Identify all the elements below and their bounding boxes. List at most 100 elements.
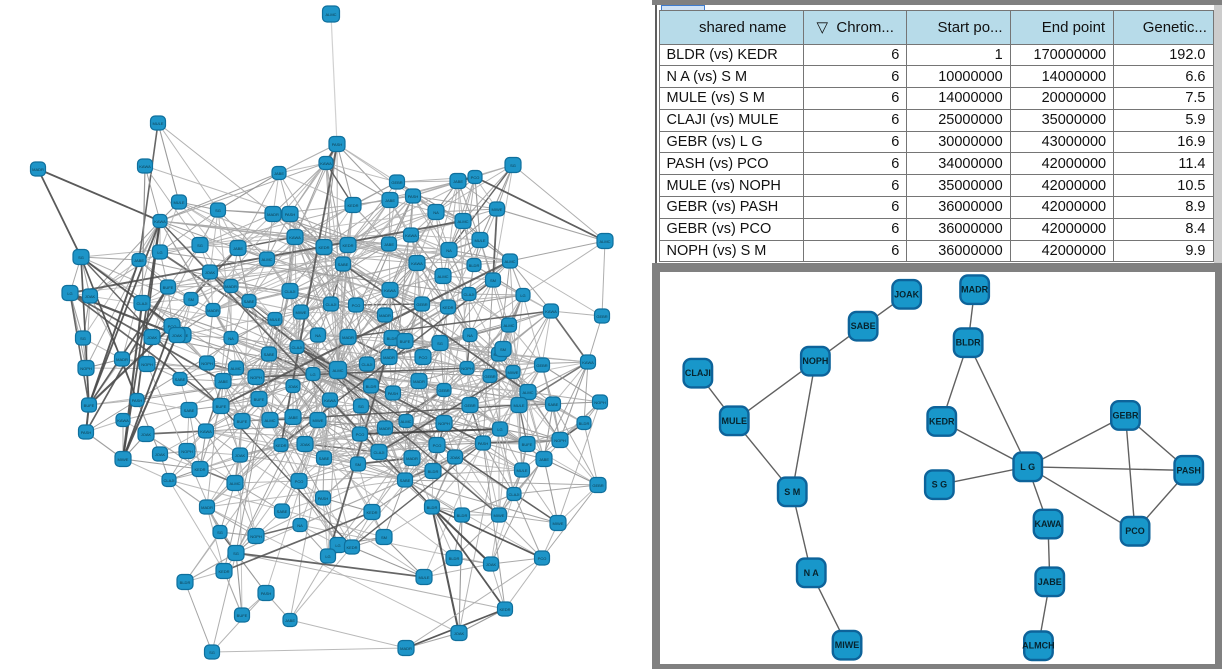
svg-text:PASH: PASH bbox=[132, 398, 143, 403]
svg-text:SM: SM bbox=[355, 462, 361, 467]
svg-text:ALMC: ALMC bbox=[264, 418, 275, 423]
svg-text:KAWA: KAWA bbox=[200, 429, 212, 434]
svg-text:SABE: SABE bbox=[184, 408, 195, 413]
svg-text:NA: NA bbox=[228, 336, 234, 341]
svg-text:MIWE: MIWE bbox=[494, 513, 505, 518]
svg-text:ALMC: ALMC bbox=[325, 12, 336, 17]
svg-text:ALMC: ALMC bbox=[457, 219, 468, 224]
svg-text:MULE: MULE bbox=[513, 403, 524, 408]
svg-text:LG: LG bbox=[497, 427, 502, 432]
svg-text:PCO: PCO bbox=[433, 443, 442, 448]
svg-text:KAWA: KAWA bbox=[117, 418, 129, 423]
svg-text:CLAJI: CLAJI bbox=[285, 289, 296, 294]
svg-text:SG: SG bbox=[358, 404, 364, 409]
svg-text:JABE: JABE bbox=[274, 171, 284, 176]
svg-text:MADR: MADR bbox=[406, 456, 418, 461]
svg-text:NOPH: NOPH bbox=[80, 366, 92, 371]
svg-text:NA: NA bbox=[467, 333, 473, 338]
svg-text:CLAJI: CLAJI bbox=[509, 492, 520, 497]
svg-text:GEBR: GEBR bbox=[391, 180, 402, 185]
svg-text:KAWA: KAWA bbox=[154, 219, 166, 224]
svg-text:ALMCH: ALMCH bbox=[1022, 641, 1055, 651]
svg-text:SG: SG bbox=[197, 243, 203, 248]
svg-text:ALMC: ALMC bbox=[504, 259, 515, 264]
svg-text:PASH: PASH bbox=[332, 142, 343, 147]
svg-text:BLDR: BLDR bbox=[366, 384, 377, 389]
svg-text:CLAJI: CLAJI bbox=[685, 368, 711, 378]
svg-text:LG: LG bbox=[67, 291, 72, 296]
svg-text:LG: LG bbox=[310, 372, 315, 377]
svg-text:SG: SG bbox=[209, 650, 215, 655]
svg-text:PASH: PASH bbox=[318, 496, 329, 501]
svg-text:MADR: MADR bbox=[32, 167, 44, 172]
svg-text:PASH: PASH bbox=[388, 391, 399, 396]
svg-text:MULE: MULE bbox=[152, 121, 163, 126]
svg-text:LG: LG bbox=[335, 543, 340, 548]
svg-text:SABE: SABE bbox=[851, 321, 876, 331]
svg-text:KEDR: KEDR bbox=[275, 443, 286, 448]
svg-text:JABE: JABE bbox=[134, 258, 144, 263]
svg-text:BLDR: BLDR bbox=[387, 336, 398, 341]
svg-text:GEBR: GEBR bbox=[416, 302, 427, 307]
svg-text:PASH: PASH bbox=[408, 194, 419, 199]
svg-text:NOPH: NOPH bbox=[802, 356, 828, 366]
svg-text:MADR: MADR bbox=[961, 285, 988, 295]
svg-text:LG: LG bbox=[157, 250, 162, 255]
svg-text:KAWA: KAWA bbox=[405, 233, 417, 238]
svg-text:SG: SG bbox=[437, 341, 443, 346]
svg-text:PCO: PCO bbox=[168, 324, 177, 329]
svg-text:JABE: JABE bbox=[233, 246, 243, 251]
svg-text:MIWE: MIWE bbox=[118, 457, 129, 462]
svg-text:KAWA: KAWA bbox=[289, 235, 301, 240]
svg-text:KAWA: KAWA bbox=[324, 398, 336, 403]
svg-text:NOPH: NOPH bbox=[554, 438, 566, 443]
svg-text:MADR: MADR bbox=[267, 212, 279, 217]
svg-text:BLDR: BLDR bbox=[457, 513, 468, 518]
svg-text:LG: LG bbox=[325, 554, 330, 559]
svg-text:SG: SG bbox=[78, 255, 84, 260]
svg-text:NA: NA bbox=[446, 248, 452, 253]
svg-text:KAWA: KAWA bbox=[411, 261, 423, 266]
svg-text:SABE: SABE bbox=[338, 262, 349, 267]
svg-text:KEDR: KEDR bbox=[929, 417, 955, 427]
svg-text:NA: NA bbox=[315, 333, 321, 338]
svg-text:NA: NA bbox=[297, 523, 303, 528]
svg-text:PCO: PCO bbox=[419, 355, 428, 360]
svg-text:SABE: SABE bbox=[400, 478, 411, 483]
svg-text:NOPH: NOPH bbox=[438, 421, 450, 426]
svg-text:SM: SM bbox=[381, 535, 387, 540]
svg-text:SG: SG bbox=[215, 208, 221, 213]
svg-text:GEBR: GEBR bbox=[536, 363, 547, 368]
svg-text:MADR: MADR bbox=[207, 308, 219, 313]
svg-text:NOPH: NOPH bbox=[181, 449, 193, 454]
svg-text:NOPH: NOPH bbox=[461, 366, 473, 371]
svg-text:ALMC: ALMC bbox=[599, 239, 610, 244]
svg-text:ALMC: ALMC bbox=[437, 274, 448, 279]
svg-text:JABE: JABE bbox=[453, 179, 463, 184]
svg-text:SM: SM bbox=[500, 347, 506, 352]
svg-text:MULE: MULE bbox=[722, 416, 748, 426]
svg-text:BLDR: BLDR bbox=[449, 556, 460, 561]
svg-text:BUFE: BUFE bbox=[254, 397, 265, 402]
svg-text:CLAJI: CLAJI bbox=[137, 301, 148, 306]
svg-text:KAWA: KAWA bbox=[320, 161, 332, 166]
svg-text:MADR: MADR bbox=[379, 313, 391, 318]
svg-text:MADR: MADR bbox=[379, 426, 391, 431]
svg-text:JOAK: JOAK bbox=[155, 452, 166, 457]
svg-text:S M: S M bbox=[784, 487, 800, 497]
svg-text:SG: SG bbox=[217, 530, 223, 535]
svg-text:SG: SG bbox=[510, 163, 516, 168]
svg-text:GEBR: GEBR bbox=[1112, 411, 1139, 421]
svg-text:MADR: MADR bbox=[201, 505, 213, 510]
svg-text:SM: SM bbox=[188, 297, 194, 302]
svg-text:NA: NA bbox=[433, 210, 439, 215]
svg-text:L G: L G bbox=[1020, 462, 1035, 472]
svg-text:JOAK: JOAK bbox=[288, 384, 299, 389]
svg-text:JOAK: JOAK bbox=[205, 270, 216, 275]
svg-text:MIWE: MIWE bbox=[553, 521, 564, 526]
svg-text:BUFE: BUFE bbox=[216, 404, 227, 409]
svg-text:KEDR: KEDR bbox=[499, 607, 510, 612]
svg-text:BUFE: BUFE bbox=[84, 403, 95, 408]
svg-text:PASH: PASH bbox=[261, 591, 272, 596]
svg-text:CLAJI: CLAJI bbox=[374, 450, 385, 455]
